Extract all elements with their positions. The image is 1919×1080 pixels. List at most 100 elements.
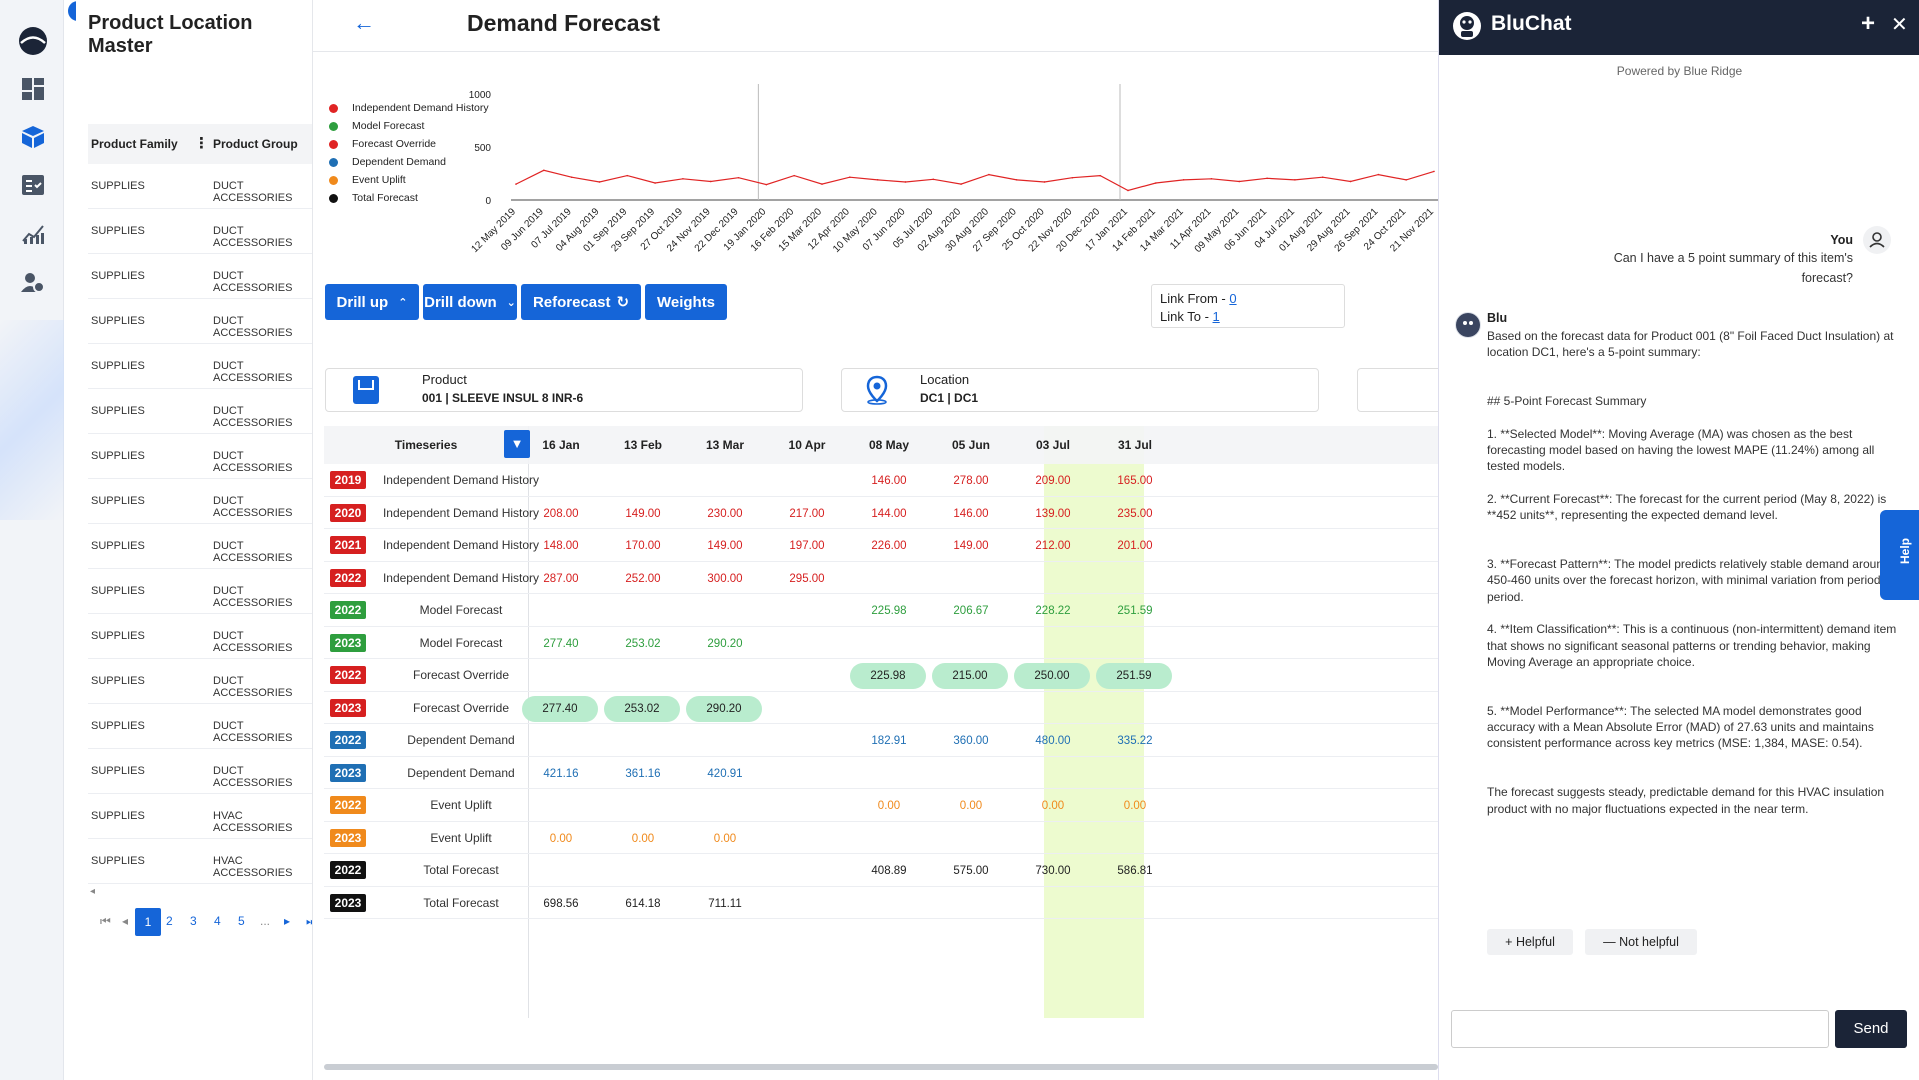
- chevron-down-icon: ⌄: [506, 296, 516, 309]
- override-input[interactable]: 290.20: [686, 695, 762, 722]
- settings-users-icon[interactable]: [18, 268, 48, 298]
- value-cell: 0.00: [549, 832, 573, 845]
- plm-table-row[interactable]: SUPPLIES DUCT ACCESSORIES: [88, 524, 312, 569]
- y-tick-label: 1000: [469, 90, 492, 101]
- plm-table-row[interactable]: SUPPLIES HVAC ACCESSORIES: [88, 839, 312, 884]
- data-point: [1155, 182, 1157, 184]
- page-4-button[interactable]: 4: [214, 914, 221, 928]
- column-header-date[interactable]: 16 Jan: [542, 438, 580, 452]
- page-2-button[interactable]: 2: [166, 914, 173, 928]
- dashboard-icon[interactable]: [18, 74, 48, 104]
- product-group-cell: DUCT ACCESSORIES: [213, 405, 293, 429]
- new-chat-icon[interactable]: +: [1861, 10, 1876, 37]
- helpful-button[interactable]: + Helpful: [1487, 929, 1573, 955]
- drill-up-button[interactable]: Drill up ⌃: [325, 284, 419, 320]
- override-input[interactable]: 225.98: [850, 663, 926, 689]
- location-card[interactable]: Location DC1 | DC1: [841, 368, 1319, 412]
- product-group-cell: DUCT ACCESSORIES: [213, 180, 293, 204]
- plm-table-row[interactable]: SUPPLIES HVAC ACCESSORIES: [88, 794, 312, 839]
- column-header-date[interactable]: 13 Mar: [705, 438, 745, 452]
- prev-page-icon[interactable]: ◂: [122, 914, 129, 928]
- column-header-date[interactable]: 31 Jul: [1117, 438, 1153, 452]
- page-3-button[interactable]: 3: [190, 914, 197, 928]
- column-header-date[interactable]: 05 Jun: [951, 438, 990, 452]
- plm-table-row[interactable]: SUPPLIES DUCT ACCESSORIES: [88, 389, 312, 434]
- plm-table-row[interactable]: SUPPLIES DUCT ACCESSORIES: [88, 254, 312, 299]
- data-point: [876, 179, 879, 181]
- column-header-product-family[interactable]: Product Family: [91, 137, 178, 151]
- column-header-date[interactable]: 13 Feb: [623, 438, 662, 452]
- product-family-cell: SUPPLIES: [91, 855, 145, 867]
- task-list-icon[interactable]: [18, 170, 48, 200]
- data-point: [988, 173, 990, 176]
- product-family-cell: SUPPLIES: [91, 540, 145, 552]
- timeseries-row: 2022 Model Forecast 225.98 206.67 228.22 251.…: [324, 594, 1438, 627]
- logo-icon[interactable]: [18, 26, 48, 56]
- horizontal-scrollbar[interactable]: [324, 1064, 1438, 1070]
- analytics-icon[interactable]: [18, 218, 48, 248]
- inventory-box-icon[interactable]: [18, 122, 48, 152]
- override-input[interactable]: 277.40: [522, 695, 598, 722]
- timeseries-row: 2019 Independent Demand History 146.00 278.…: [324, 464, 1438, 497]
- value-cell: 148.00: [543, 540, 579, 552]
- override-input[interactable]: 253.02: [604, 695, 680, 722]
- link-from-value[interactable]: 0: [1229, 291, 1237, 306]
- left-nav: [0, 0, 64, 1080]
- plm-table-row[interactable]: SUPPLIES DUCT ACCESSORIES: [88, 434, 312, 479]
- product-card[interactable]: Product 001 | SLEEVE INSUL 8 INR-6: [325, 368, 803, 412]
- last-page-icon[interactable]: ⏭: [306, 914, 317, 929]
- override-input[interactable]: 215.00: [932, 663, 1008, 689]
- plm-table-row[interactable]: SUPPLIES DUCT ACCESSORIES: [88, 614, 312, 659]
- value-cell: 212.00: [1035, 540, 1071, 552]
- plm-table-row[interactable]: SUPPLIES DUCT ACCESSORIES: [88, 749, 312, 794]
- minus-icon: —: [1603, 935, 1616, 949]
- first-page-icon[interactable]: ⏮: [100, 914, 111, 928]
- value-cell: 235.00: [1117, 507, 1153, 520]
- page-5-button[interactable]: 5: [238, 914, 245, 928]
- drill-down-button[interactable]: Drill down ⌄: [423, 284, 517, 320]
- plm-table-row[interactable]: SUPPLIES DUCT ACCESSORIES: [88, 569, 312, 614]
- plm-table-row[interactable]: SUPPLIES DUCT ACCESSORIES: [88, 164, 312, 209]
- value-cell: 586.81: [1117, 865, 1153, 877]
- page-1-button[interactable]: 1: [135, 908, 161, 936]
- override-input[interactable]: 251.59: [1096, 663, 1172, 689]
- close-icon[interactable]: ✕: [1891, 14, 1908, 36]
- send-button[interactable]: Send: [1835, 1010, 1907, 1048]
- column-menu-icon[interactable]: ⋮: [194, 135, 209, 152]
- product-family-cell: SUPPLIES: [91, 585, 145, 597]
- column-header-date[interactable]: 10 Apr: [788, 438, 826, 452]
- not-helpful-button[interactable]: — Not helpful: [1585, 929, 1697, 955]
- plm-table-row[interactable]: SUPPLIES DUCT ACCESSORIES: [88, 659, 312, 704]
- help-tab[interactable]: Help: [1880, 510, 1919, 600]
- year-badge: 2021: [330, 536, 366, 554]
- plm-table-row[interactable]: SUPPLIES DUCT ACCESSORIES: [88, 479, 312, 524]
- next-page-icon[interactable]: ▸: [284, 914, 291, 928]
- location-value: DC1 | DC1: [920, 391, 979, 405]
- value-cell: 277.40: [543, 637, 579, 650]
- back-arrow-icon[interactable]: ←: [353, 10, 375, 35]
- plm-table-row[interactable]: SUPPLIES DUCT ACCESSORIES: [88, 299, 312, 344]
- link-to-label: Link To -: [1160, 309, 1213, 324]
- column-header-date[interactable]: 08 May: [868, 438, 910, 452]
- plm-table-row[interactable]: SUPPLIES DUCT ACCESSORIES: [88, 344, 312, 389]
- override-input[interactable]: 250.00: [1014, 663, 1090, 689]
- scroll-left-icon[interactable]: ◂: [90, 886, 96, 897]
- plm-table-row[interactable]: SUPPLIES DUCT ACCESSORIES: [88, 704, 312, 749]
- not-helpful-label: Not helpful: [1619, 935, 1679, 949]
- product-group-cell: DUCT ACCESSORIES: [213, 585, 293, 609]
- link-to-value[interactable]: 1: [1212, 309, 1220, 324]
- column-header-product-group[interactable]: Product Group: [213, 137, 298, 151]
- data-point: [1294, 179, 1296, 181]
- filter-icon[interactable]: ▼: [504, 430, 530, 458]
- plm-table-row[interactable]: SUPPLIES DUCT ACCESSORIES: [88, 209, 312, 254]
- drill-up-label: Drill up: [336, 293, 389, 311]
- value-cell: 208.00: [543, 507, 579, 520]
- weights-button[interactable]: Weights: [645, 284, 727, 320]
- column-header-date[interactable]: 03 Jul: [1035, 438, 1071, 452]
- reforecast-button[interactable]: Reforecast ↻: [521, 284, 641, 320]
- product-label: Product: [422, 372, 467, 387]
- row-name: Model Forecast: [419, 603, 503, 617]
- more-pages-button[interactable]: ...: [260, 914, 271, 928]
- data-point: [904, 181, 907, 183]
- chat-input[interactable]: [1451, 1010, 1829, 1048]
